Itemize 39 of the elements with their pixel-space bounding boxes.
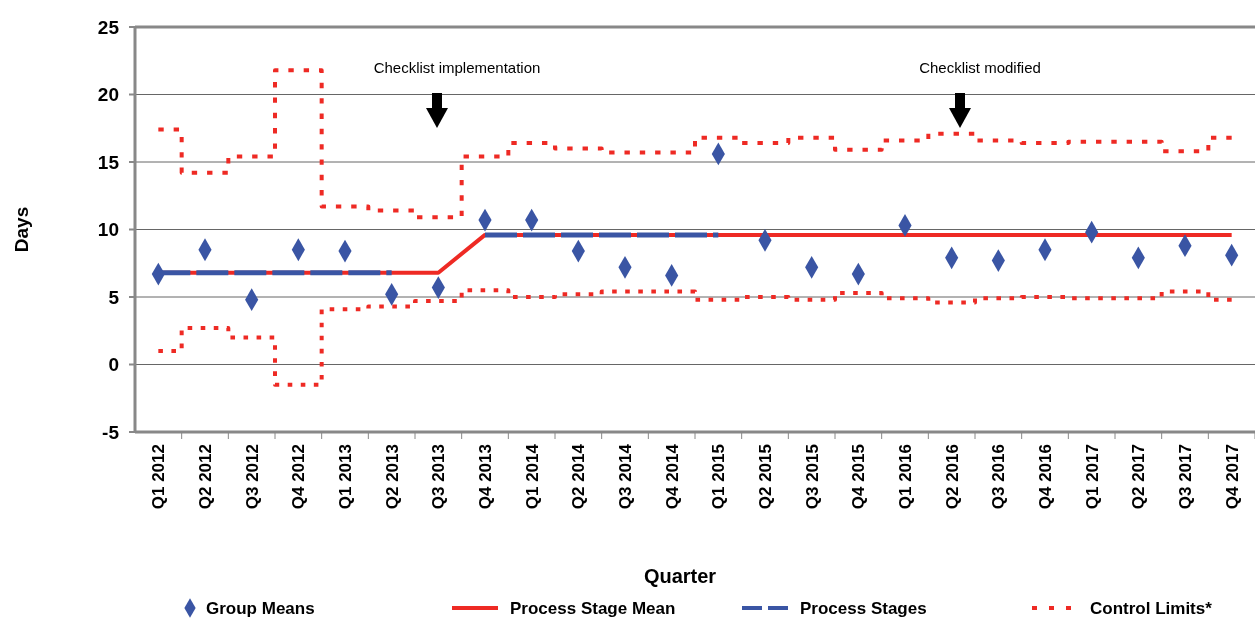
y-tick-label: 20: [97, 84, 119, 106]
x-tick-label: Q1 2012: [149, 444, 169, 510]
y-tick-label: 0: [108, 354, 119, 376]
x-tick-label: Q1 2013: [335, 444, 355, 510]
x-tick-label: Q4 2017: [1222, 444, 1242, 510]
x-tick-label: Q3 2014: [615, 443, 635, 510]
legend-label: Process Stage Mean: [510, 599, 676, 618]
x-tick-label: Q1 2015: [709, 444, 729, 510]
legend-label: Process Stages: [800, 599, 927, 618]
y-axis-title: Days: [11, 206, 32, 253]
x-tick-label: Q3 2016: [989, 444, 1009, 510]
x-tick-label: Q3 2012: [242, 444, 262, 510]
y-tick-label: 15: [97, 151, 120, 173]
y-tick-label: 10: [97, 219, 119, 241]
x-tick-label: Q2 2012: [195, 444, 215, 510]
x-tick-label: Q2 2015: [755, 444, 775, 510]
x-tick-label: Q3 2013: [429, 444, 449, 510]
x-tick-label: Q2 2016: [942, 444, 962, 510]
y-tick-label: 5: [108, 286, 120, 308]
x-tick-label: Q1 2016: [895, 444, 915, 510]
x-tick-label: Q4 2014: [662, 443, 682, 510]
x-tick-label: Q4 2013: [475, 444, 495, 510]
y-tick-label: -5: [102, 421, 120, 443]
annotation: Checklist implementation: [373, 59, 541, 76]
x-tick-label: Q2 2017: [1129, 444, 1149, 510]
x-tick-label: Q2 2014: [569, 443, 589, 510]
annotation: Checklist modified: [919, 59, 1041, 76]
x-tick-label: Q1 2017: [1082, 444, 1102, 510]
x-tick-label: Q4 2015: [849, 444, 869, 510]
x-tick-label: Q3 2015: [802, 444, 822, 510]
x-axis-title: Quarter: [643, 565, 717, 587]
x-tick-label: Q4 2012: [289, 444, 309, 510]
y-tick-label: 25: [97, 16, 120, 38]
x-tick-label: Q3 2017: [1175, 444, 1195, 510]
x-tick-label: Q4 2016: [1035, 444, 1055, 510]
legend-label: Group Means: [206, 599, 315, 618]
legend-label: Control Limits*: [1090, 599, 1213, 618]
x-tick-label: Q1 2014: [522, 443, 542, 510]
x-tick-label: Q2 2013: [382, 444, 402, 510]
